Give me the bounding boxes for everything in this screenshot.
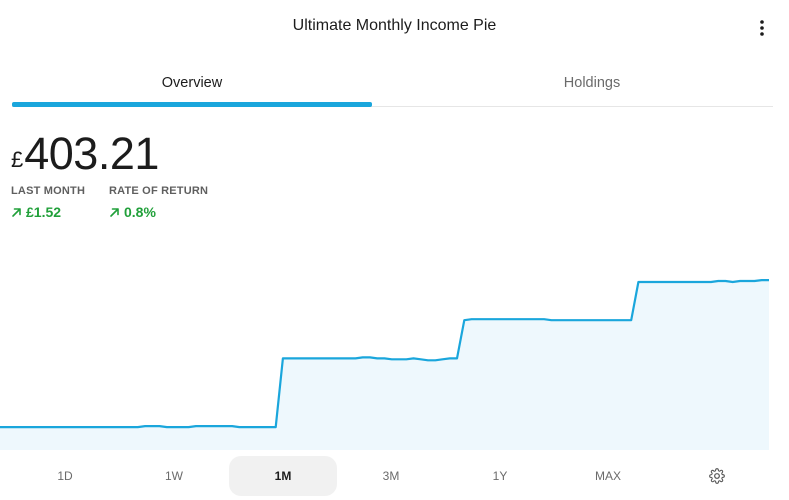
active-tab-indicator xyxy=(12,102,372,107)
tab-holdings[interactable]: Holdings xyxy=(563,75,621,91)
period-1y[interactable]: 1Y xyxy=(492,469,508,483)
stat-value-text: 0.8% xyxy=(124,204,156,220)
chart-area-fill xyxy=(0,280,769,450)
stat-value: 0.8% xyxy=(109,204,208,220)
stat-last-month: LAST MONTH £1.52 xyxy=(11,185,85,220)
stat-label: RATE OF RETURN xyxy=(109,185,209,197)
stat-value-text: £1.52 xyxy=(26,204,62,220)
period-1m[interactable]: 1M xyxy=(229,456,337,496)
period-selector: 1D 1W 1M 3M 1Y MAX xyxy=(0,456,789,497)
period-max[interactable]: MAX xyxy=(594,469,621,483)
value-chart[interactable] xyxy=(0,240,789,450)
tab-bar: Overview Holdings xyxy=(12,60,773,107)
more-options-button[interactable] xyxy=(748,14,776,42)
more-vertical-icon xyxy=(760,20,764,36)
stat-value: £1.52 xyxy=(11,204,85,220)
arrow-up-right-icon xyxy=(110,207,119,217)
period-1w[interactable]: 1W xyxy=(165,469,183,483)
page-title: Ultimate Monthly Income Pie xyxy=(292,17,497,34)
arrow-up-right-icon xyxy=(12,207,21,217)
header: Ultimate Monthly Income Pie xyxy=(0,0,789,56)
gear-icon xyxy=(709,468,725,484)
chart-series-line xyxy=(0,279,769,429)
tab-overview[interactable]: Overview xyxy=(161,75,223,91)
period-1d[interactable]: 1D xyxy=(57,469,73,483)
chart-settings-button[interactable] xyxy=(663,456,771,496)
portfolio-value: £ 403.21 xyxy=(11,128,159,180)
period-3m[interactable]: 3M xyxy=(382,469,400,483)
stat-rate-of-return: RATE OF RETURN 0.8% xyxy=(109,185,208,220)
portfolio-amount: 403.21 xyxy=(24,128,159,179)
stat-label: LAST MONTH xyxy=(11,185,86,197)
currency-symbol: £ xyxy=(11,147,24,172)
